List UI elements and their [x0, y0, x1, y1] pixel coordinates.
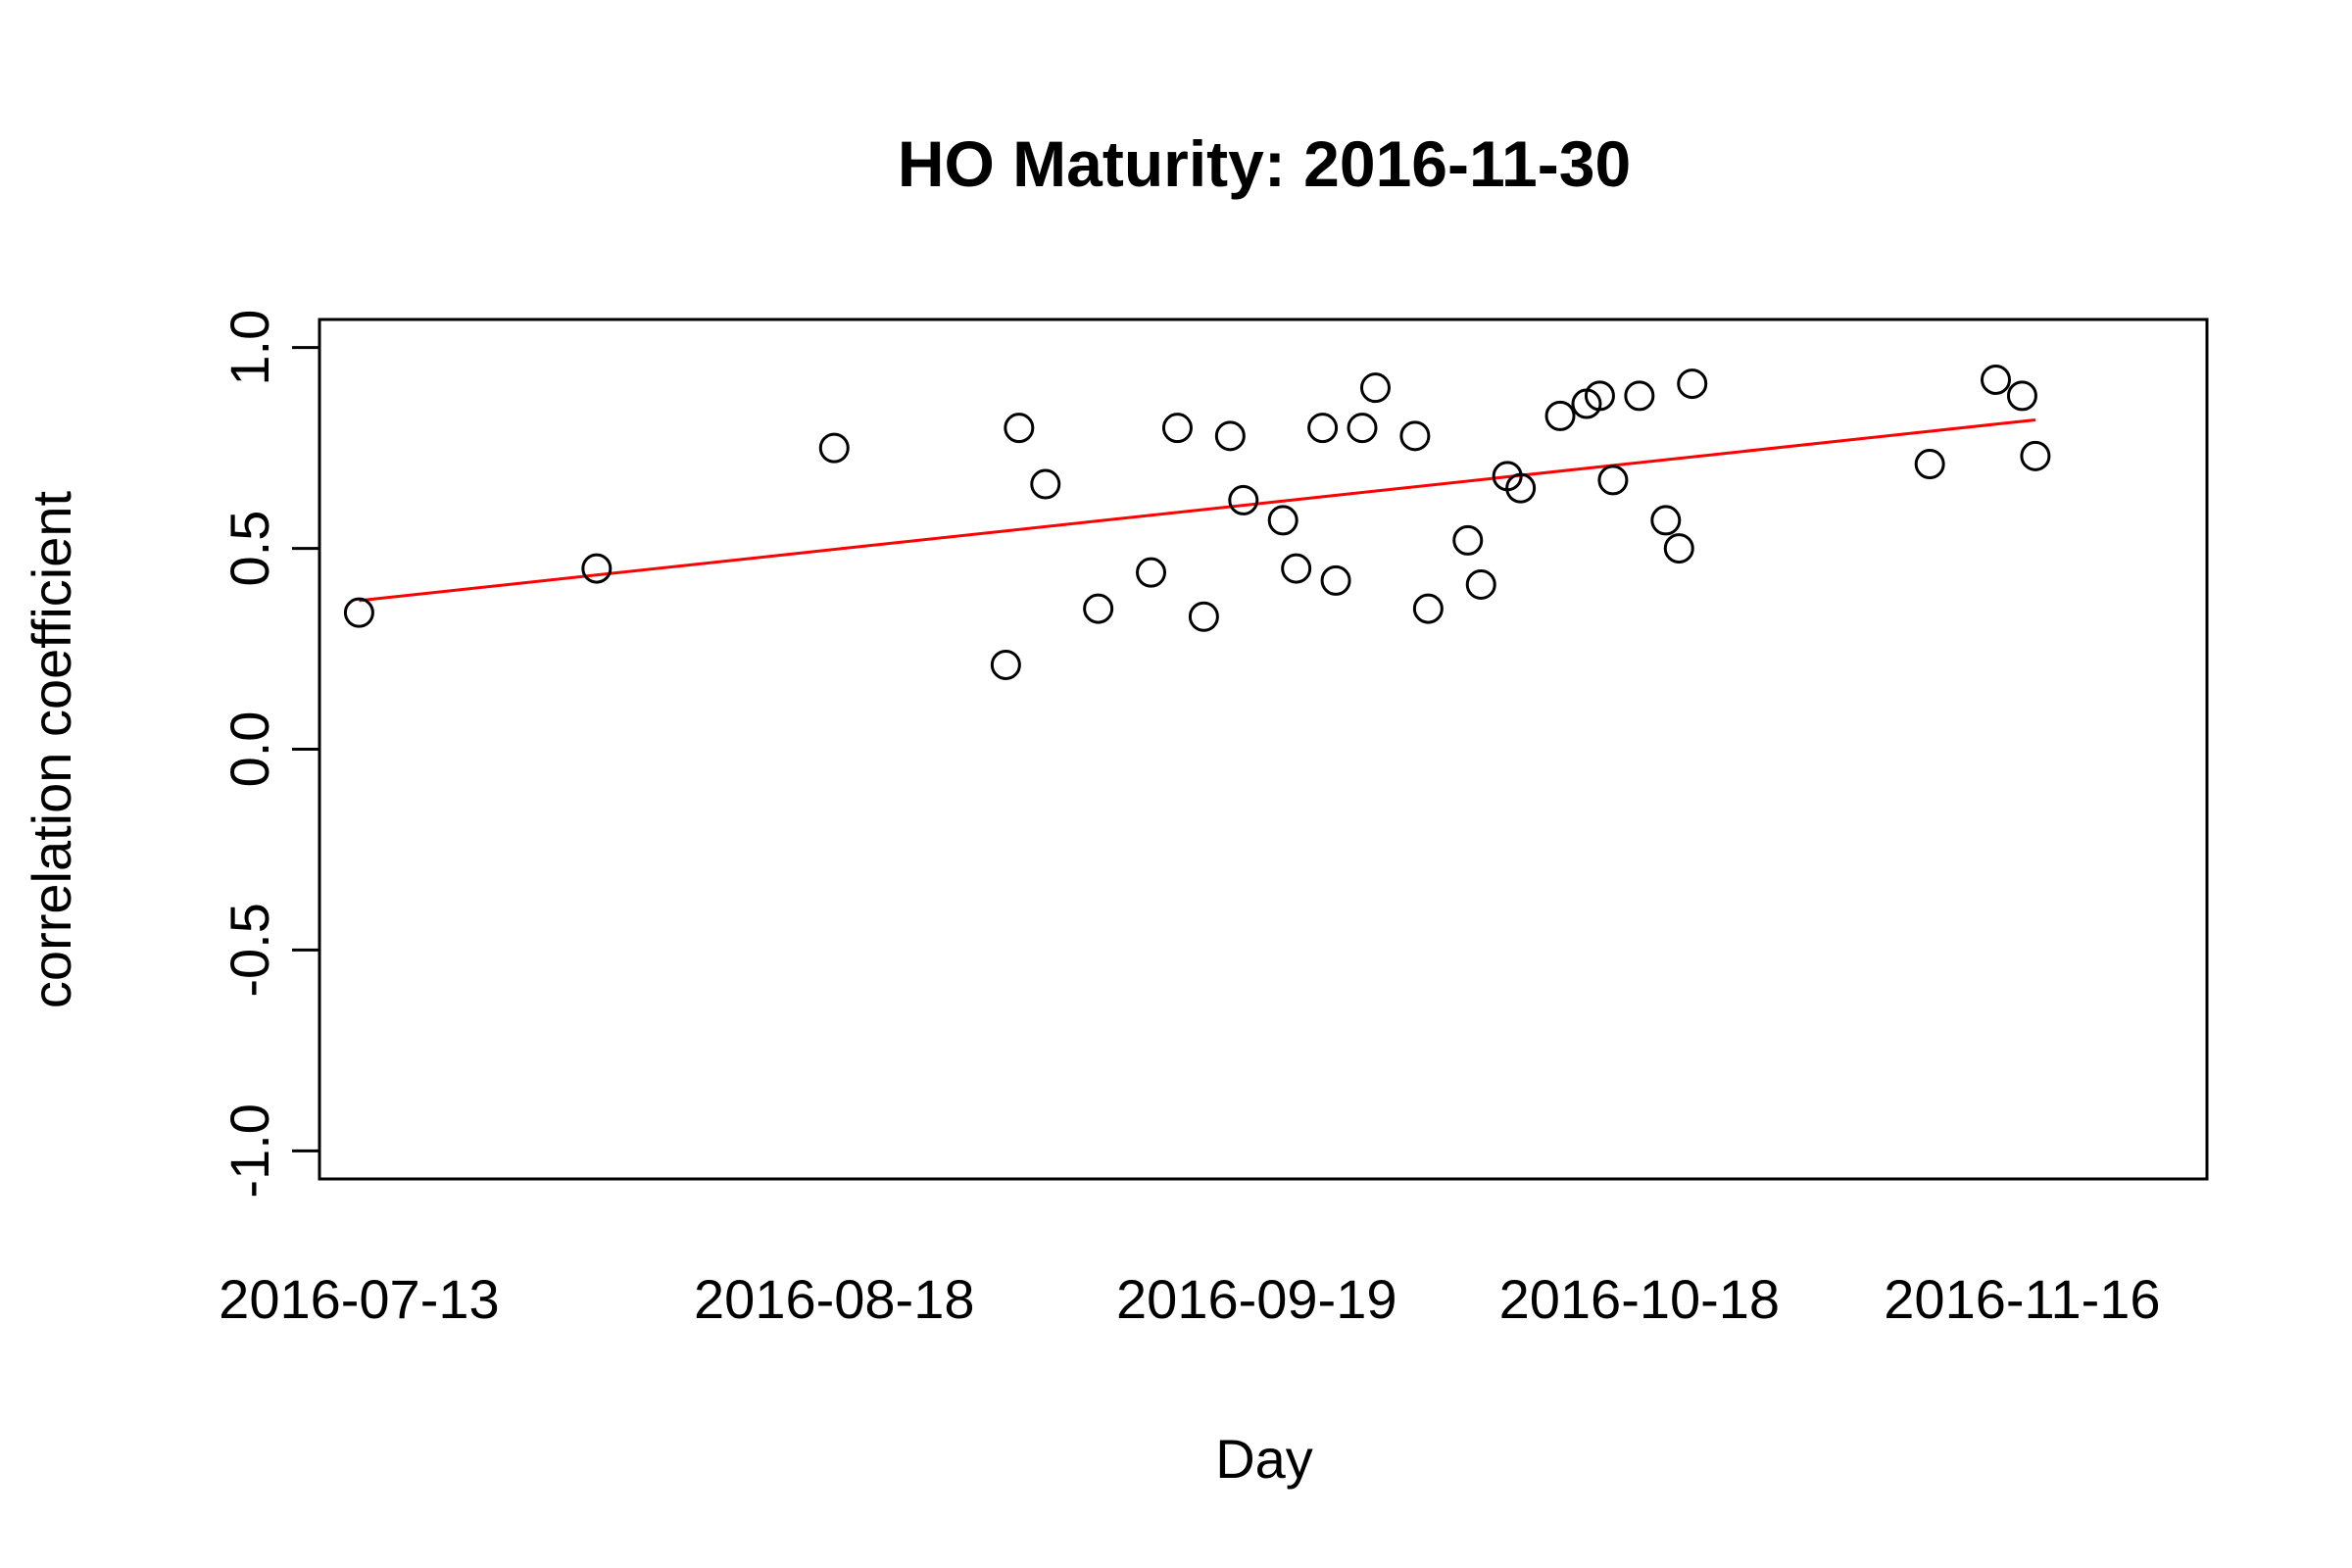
y-tick-label: 0.0 — [219, 711, 280, 788]
data-point — [1307, 413, 1339, 444]
data-point — [1650, 505, 1682, 536]
data-point — [1505, 472, 1537, 504]
data-point — [1083, 593, 1114, 624]
data-point — [1320, 564, 1351, 596]
x-tick-label: 2016-08-18 — [694, 1268, 974, 1330]
y-tick-label: -0.5 — [219, 903, 280, 998]
data-point — [1228, 484, 1259, 515]
plot-frame — [318, 318, 2209, 1181]
data-points — [343, 364, 2051, 680]
data-point — [1359, 372, 1391, 404]
data-point — [343, 597, 374, 628]
y-tick-label: 1.0 — [219, 310, 280, 386]
data-point — [1136, 557, 1167, 588]
data-point — [1188, 601, 1219, 632]
y-tick-label: 0.5 — [219, 511, 280, 587]
data-point — [1981, 364, 2012, 395]
data-point — [1399, 420, 1431, 452]
x-tick-label: 2016-09-19 — [1116, 1268, 1396, 1330]
data-point — [581, 553, 612, 584]
data-point — [1030, 468, 1061, 500]
data-point — [1677, 368, 1708, 400]
data-point — [1281, 553, 1312, 584]
data-point — [1914, 449, 1945, 480]
data-point — [2006, 380, 2037, 412]
data-point — [1584, 380, 1615, 412]
data-point — [1004, 413, 1035, 444]
x-axis-label: Day — [1215, 1428, 1313, 1490]
x-axis: 2016-07-13 2016-08-18 2016-09-19 2016-10-18… — [219, 1268, 2160, 1330]
x-tick-label: 2016-11-16 — [1884, 1268, 2160, 1330]
x-tick-label: 2016-10-18 — [1499, 1268, 1780, 1330]
data-point — [1465, 568, 1496, 600]
trend-line — [359, 417, 2036, 603]
chart-title: HO Maturity: 2016-11-30 — [898, 127, 1631, 200]
data-point — [1597, 465, 1629, 496]
data-point — [1267, 505, 1298, 536]
y-axis: -1.0 -0.5 0.0 0.5 1.0 — [219, 310, 319, 1199]
y-axis-label: correlation coefficient — [21, 490, 82, 1008]
data-point — [1663, 533, 1694, 564]
x-tick-label: 2016-07-13 — [219, 1268, 499, 1330]
data-point — [2020, 440, 2051, 471]
data-point — [818, 432, 850, 464]
data-point — [1347, 413, 1378, 444]
data-point — [1214, 420, 1246, 452]
y-tick-label: -1.0 — [219, 1103, 280, 1199]
data-point — [1544, 400, 1576, 431]
data-point — [1452, 524, 1484, 556]
data-point — [1412, 593, 1444, 624]
data-point — [1624, 380, 1655, 412]
data-point — [990, 649, 1021, 680]
data-point — [1161, 413, 1193, 444]
